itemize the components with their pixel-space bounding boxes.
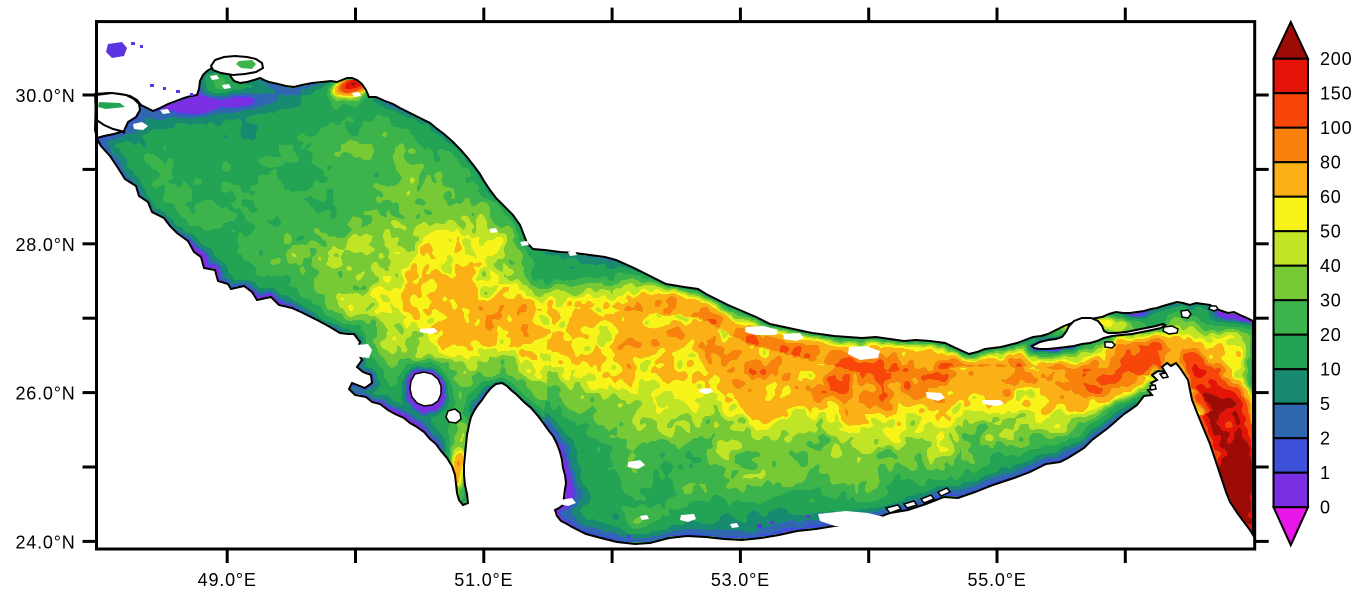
svg-text:5: 5 (1320, 394, 1331, 414)
svg-text:2: 2 (1320, 429, 1331, 449)
svg-text:51.0°E: 51.0°E (454, 570, 513, 590)
svg-text:100: 100 (1320, 118, 1352, 138)
svg-text:150: 150 (1320, 84, 1352, 104)
svg-text:0: 0 (1320, 498, 1331, 518)
svg-text:20: 20 (1320, 325, 1342, 345)
svg-text:10: 10 (1320, 360, 1342, 380)
svg-text:30: 30 (1320, 291, 1342, 311)
svg-text:50: 50 (1320, 222, 1342, 242)
svg-text:49.0°E: 49.0°E (198, 570, 257, 590)
svg-text:53.0°E: 53.0°E (711, 570, 770, 590)
svg-text:60: 60 (1320, 187, 1342, 207)
svg-text:55.0°E: 55.0°E (967, 570, 1026, 590)
svg-text:1: 1 (1320, 463, 1331, 483)
svg-text:200: 200 (1320, 49, 1352, 69)
svg-text:24.0°N: 24.0°N (15, 532, 75, 552)
svg-text:30.0°N: 30.0°N (15, 86, 75, 106)
svg-text:40: 40 (1320, 256, 1342, 276)
svg-text:28.0°N: 28.0°N (15, 235, 75, 255)
svg-text:80: 80 (1320, 153, 1342, 173)
svg-text:26.0°N: 26.0°N (15, 384, 75, 404)
